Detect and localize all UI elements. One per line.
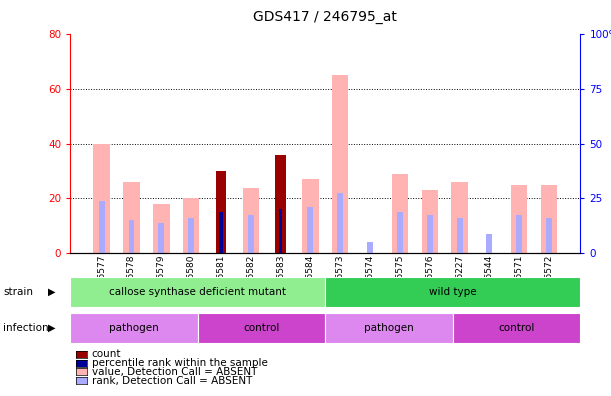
Bar [198, 313, 325, 343]
Bar [392, 174, 408, 253]
Bar [98, 201, 104, 253]
Bar [243, 187, 259, 253]
Bar [367, 242, 373, 253]
Bar [219, 212, 223, 253]
Text: GDS417 / 246795_at: GDS417 / 246795_at [254, 10, 397, 24]
Bar [248, 215, 254, 253]
Bar [397, 212, 403, 253]
Bar [332, 75, 348, 253]
Bar [302, 179, 319, 253]
Text: value, Detection Call = ABSENT: value, Detection Call = ABSENT [92, 367, 257, 377]
Bar [153, 204, 169, 253]
Text: ▶: ▶ [48, 323, 55, 333]
Bar [456, 218, 463, 253]
Bar [70, 313, 198, 343]
Bar [123, 182, 140, 253]
Text: ▶: ▶ [48, 287, 55, 297]
Text: pathogen: pathogen [109, 323, 159, 333]
Bar [188, 218, 194, 253]
Bar [453, 313, 580, 343]
Text: control: control [243, 323, 280, 333]
Text: percentile rank within the sample: percentile rank within the sample [92, 358, 268, 368]
Text: infection: infection [3, 323, 49, 333]
Text: wild type: wild type [429, 287, 477, 297]
Bar [546, 218, 552, 253]
Text: strain: strain [3, 287, 33, 297]
Bar [183, 198, 199, 253]
Bar [452, 182, 468, 253]
Bar [422, 190, 438, 253]
Bar [511, 185, 527, 253]
Text: control: control [499, 323, 535, 333]
Bar [426, 215, 433, 253]
Bar [486, 234, 492, 253]
Text: pathogen: pathogen [364, 323, 414, 333]
Bar [541, 185, 557, 253]
Text: callose synthase deficient mutant: callose synthase deficient mutant [109, 287, 287, 297]
Bar [307, 207, 313, 253]
Bar [279, 209, 282, 253]
Bar [337, 193, 343, 253]
Bar [216, 171, 226, 253]
Bar [70, 277, 325, 307]
Bar [128, 221, 134, 253]
Bar [276, 154, 286, 253]
Text: rank, Detection Call = ABSENT: rank, Detection Call = ABSENT [92, 375, 252, 386]
Text: count: count [92, 349, 121, 360]
Bar [325, 277, 580, 307]
Bar [516, 215, 522, 253]
Bar [158, 223, 164, 253]
Bar [325, 313, 453, 343]
Bar [93, 143, 110, 253]
